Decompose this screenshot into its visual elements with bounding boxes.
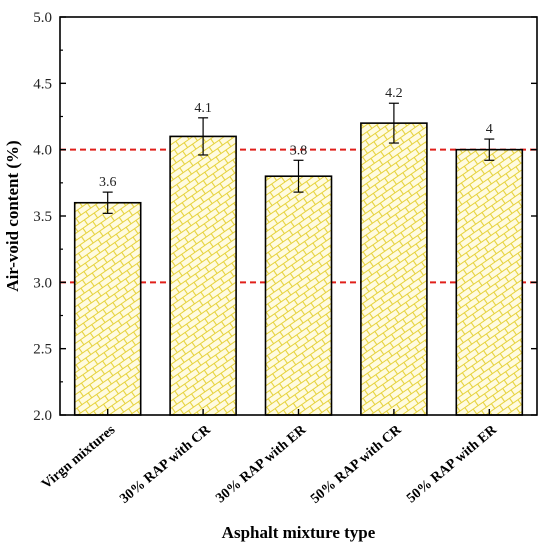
y-tick-label-3: 3.5 — [33, 209, 52, 225]
data-label-3: 4.2 — [385, 86, 403, 101]
error-bar-2 — [293, 159, 304, 193]
y-tick-label-4: 4.0 — [33, 143, 52, 159]
x-tick-label-2: 30% RAP with ER — [213, 422, 309, 506]
y-axis: 2.0 2.5 3.0 3.5 4.0 4.5 5.0 — [33, 10, 537, 424]
bar-3 — [360, 122, 428, 416]
x-tick-label-0: Virgn mixtures — [39, 422, 118, 492]
data-label-2: 3.8 — [290, 143, 308, 158]
y-tick-label-0: 2.0 — [33, 408, 52, 424]
data-label-0: 3.6 — [99, 175, 117, 190]
x-tick-label-1: 30% RAP with CR — [117, 422, 214, 507]
bar-1 — [169, 135, 237, 416]
error-bar-1 — [198, 117, 209, 156]
y-tick-label-1: 2.5 — [33, 342, 52, 358]
bar-4 — [455, 148, 524, 416]
x-axis-title: Asphalt mixture type — [222, 523, 376, 542]
y-axis-title: Air-void content (%) — [3, 140, 22, 291]
error-bar-0 — [102, 191, 113, 214]
error-bars — [102, 102, 495, 214]
bar-2 — [264, 175, 333, 416]
error-bar-4 — [484, 138, 495, 161]
bar-0 — [73, 201, 142, 416]
error-bar-3 — [388, 102, 399, 144]
data-label-1: 4.1 — [194, 101, 212, 116]
x-axis: Virgn mixtures 30% RAP with CR 30% RAP wit… — [39, 409, 501, 507]
y-tick-label-2: 3.0 — [33, 275, 52, 291]
data-label-4: 4 — [486, 122, 493, 137]
x-tick-label-3: 50% RAP with CR — [308, 422, 405, 507]
data-labels: 3.6 4.1 3.8 4.2 4 — [99, 86, 493, 190]
y-tick-label-5: 4.5 — [33, 76, 52, 92]
x-tick-label-4: 50% RAP with ER — [404, 422, 500, 506]
y-tick-label-6: 5.0 — [33, 10, 52, 26]
